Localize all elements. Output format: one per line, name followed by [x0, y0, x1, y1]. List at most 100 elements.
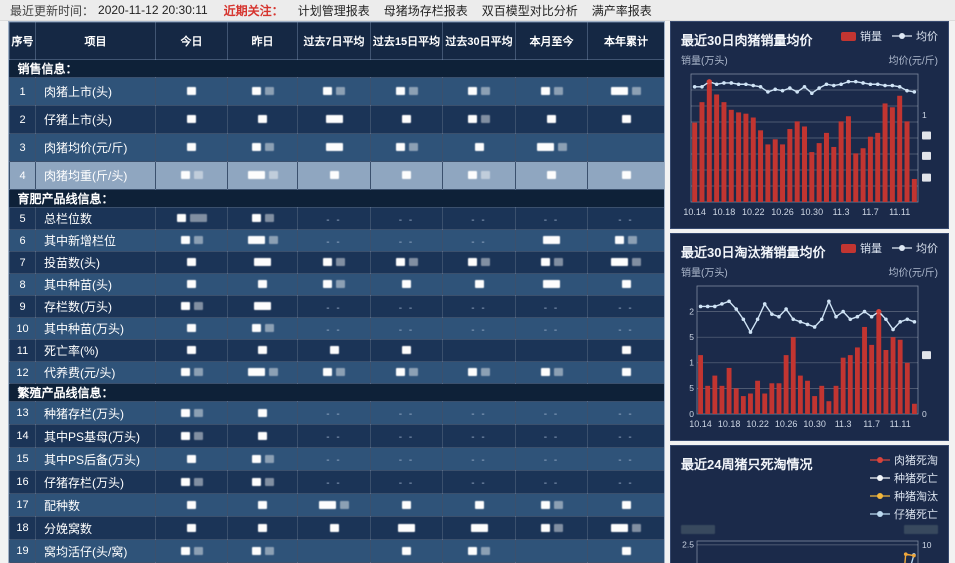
redacted-value — [408, 258, 418, 267]
redacted-value — [251, 143, 261, 152]
row-value-cell — [587, 133, 664, 162]
row-value-cell: - - — [297, 229, 371, 252]
redacted-value — [180, 431, 190, 440]
redacted-value — [621, 115, 631, 124]
svg-text:10.30: 10.30 — [803, 419, 826, 429]
row-value-cell — [227, 295, 298, 318]
redacted-value — [336, 280, 345, 289]
legend-item-breeder-cull[interactable]: 种猪淘汰 — [870, 488, 938, 504]
row-value-cell: - - — [515, 424, 588, 448]
redacted-value — [187, 87, 196, 96]
no-data-dashes: - - — [326, 432, 342, 443]
svg-text:11.11: 11.11 — [890, 419, 911, 429]
table-row-19[interactable]: 19 窝均活仔(头/窝) — [9, 539, 664, 563]
redacted-value — [193, 408, 203, 417]
no-data-dashes: - - — [618, 432, 634, 443]
redacted-value — [193, 368, 203, 377]
legend-item-sales[interactable]: 销量 — [841, 240, 882, 256]
legend-item-pig-death-cull[interactable]: 肉猪死淘 — [870, 452, 938, 468]
table-row-16[interactable]: 16 仔猪存栏(万头) - - - - - - - - - - — [9, 470, 664, 494]
row-value-cell: - - — [297, 470, 371, 494]
legend-bar-swatch-icon — [841, 243, 856, 253]
redacted-value — [264, 324, 274, 333]
redacted-value — [402, 115, 411, 124]
redacted-value — [336, 258, 345, 267]
row-value-cell: - - — [515, 207, 588, 230]
row-index: 5 — [9, 207, 36, 230]
column-header: 过去15日平均 — [370, 22, 443, 60]
no-data-dashes: - - — [398, 478, 415, 489]
redacted-value — [474, 143, 484, 152]
row-value-cell — [227, 539, 298, 563]
redacted-value — [268, 368, 278, 377]
redacted-value — [323, 87, 332, 96]
redacted-value — [621, 500, 631, 509]
table-row-17[interactable]: 17 配种数 — [9, 493, 664, 517]
table-row-18[interactable]: 18 分娩窝数 — [9, 516, 664, 540]
redacted-value — [621, 546, 631, 555]
chart-card-cull-pig-sales-price: 最近30日淘汰猪销量均价 销量 均价 销量(万头) 均价(元/斤) 2 5 1 5 0 0 10… — [670, 233, 949, 441]
redacted-value — [193, 236, 203, 245]
redacted-value — [468, 368, 477, 377]
table-row-4[interactable]: 4 肉猪均重(斤/头) — [9, 161, 664, 190]
table-row-15[interactable]: 15 其中PS后备(万头) - - - - - - - - - - — [9, 447, 664, 471]
legend-item-piglet-death[interactable]: 仔猪死亡 — [870, 506, 938, 522]
legend-item-breeder-death[interactable]: 种猪死亡 — [870, 470, 938, 486]
no-data-dashes: - - — [471, 432, 487, 443]
no-data-dashes: - - — [398, 214, 415, 226]
menu-item-plan-management-report[interactable]: 计划管理报表 — [297, 3, 370, 18]
row-value-cell — [442, 105, 516, 134]
axis-label-right: 均价(元/斤) — [888, 56, 938, 67]
row-value-cell: - - — [442, 447, 516, 471]
redacted-value — [264, 214, 274, 223]
svg-text:0: 0 — [922, 409, 927, 419]
menu-item-double-hundred-model-comparison[interactable]: 双百模型对比分析 — [481, 3, 578, 18]
menu-item-sow-farm-inventory-report[interactable]: 母猪场存栏报表 — [383, 3, 468, 18]
table-row-5[interactable]: 5 总栏位数 - - - - - - - - - - — [9, 207, 664, 230]
table-row-8[interactable]: 8 其中种苗(头) — [9, 273, 664, 296]
legend-item-sales[interactable]: 销量 — [841, 28, 882, 44]
legend-item-avg-price[interactable]: 均价 — [892, 28, 938, 44]
table-row-10[interactable]: 10 其中种苗(万头) - - - - - - - - - - — [9, 317, 664, 340]
row-value-cell — [587, 251, 664, 274]
row-value-cell — [297, 273, 371, 296]
main-content: 序号 项目 今日 昨日 过去7日平均 过去15日平均 过去30日平均 本月至今 本年累计 销售信… — [0, 21, 955, 563]
no-data-dashes: - - — [326, 236, 342, 248]
row-value-cell: - - — [442, 317, 516, 340]
redacted-value — [557, 143, 567, 152]
chart-legend: 销量 均价 — [841, 28, 938, 44]
row-value-cell — [227, 516, 298, 540]
redacted-value — [247, 368, 265, 377]
redacted-value — [553, 368, 563, 377]
redacted-value — [193, 546, 203, 555]
svg-text:2.5: 2.5 — [682, 540, 694, 550]
redacted-value — [251, 477, 261, 486]
table-row-2[interactable]: 2 仔猪上市(头) — [9, 105, 664, 134]
table-row-6[interactable]: 6 其中新增栏位 - - - - - - — [9, 229, 664, 252]
row-index: 11 — [9, 339, 36, 362]
redacted-value — [540, 258, 550, 267]
table-row-9[interactable]: 9 存栏数(万头) - - - - - - - - - - — [9, 295, 664, 318]
table-row-11[interactable]: 11 死亡率(%) — [9, 339, 664, 362]
redacted-value — [632, 258, 641, 267]
legend-item-avg-price[interactable]: 均价 — [892, 240, 938, 256]
table-row-7[interactable]: 7 投苗数(头) — [9, 251, 664, 274]
no-data-dashes: - - — [618, 302, 634, 314]
menu-item-full-capacity-report[interactable]: 满产率报表 — [591, 3, 652, 18]
table-row-3[interactable]: 3 肉猪均价(元/斤) — [9, 133, 664, 162]
row-value-cell — [515, 516, 588, 540]
row-label: 肉猪均重(斤/头) — [35, 161, 156, 190]
table-row-12[interactable]: 12 代养费(元/头) — [9, 361, 664, 384]
row-value-cell — [297, 133, 371, 162]
table-row-14[interactable]: 14 其中PS基母(万头) - - - - - - - - - - — [9, 424, 664, 448]
chart-title: 最近24周猪只死淘情况 — [681, 457, 813, 472]
no-data-dashes: - - — [618, 455, 634, 466]
table-row-13[interactable]: 13 种猪存栏(万头) - - - - - - - - - - — [9, 401, 664, 425]
table-row-1[interactable]: 1 肉猪上市(头) — [9, 77, 664, 106]
column-header: 本月至今 — [515, 22, 588, 60]
row-label: 种猪存栏(万头) — [35, 401, 156, 425]
row-label: 代养费(元/头) — [35, 361, 156, 384]
row-value-cell — [587, 539, 664, 563]
row-value-cell — [227, 493, 298, 517]
row-value-cell — [370, 273, 443, 296]
